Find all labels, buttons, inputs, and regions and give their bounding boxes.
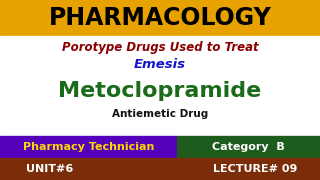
- Bar: [0, 158, 320, 180]
- Text: Porotype Drugs Used to Treat: Porotype Drugs Used to Treat: [62, 42, 258, 55]
- Text: LECTURE# 09: LECTURE# 09: [213, 164, 297, 174]
- Text: Category  B: Category B: [212, 142, 285, 152]
- Text: Metoclopramide: Metoclopramide: [58, 81, 262, 101]
- Bar: [0, 0, 320, 36]
- Text: UNIT#6: UNIT#6: [26, 164, 74, 174]
- Text: Antiemetic Drug: Antiemetic Drug: [112, 109, 208, 119]
- Text: Pharmacy Technician: Pharmacy Technician: [23, 142, 154, 152]
- Text: Emesis: Emesis: [134, 57, 186, 71]
- Bar: [0, 136, 177, 158]
- Bar: [177, 136, 320, 158]
- Bar: [0, 36, 320, 136]
- Text: PHARMACOLOGY: PHARMACOLOGY: [49, 6, 271, 30]
